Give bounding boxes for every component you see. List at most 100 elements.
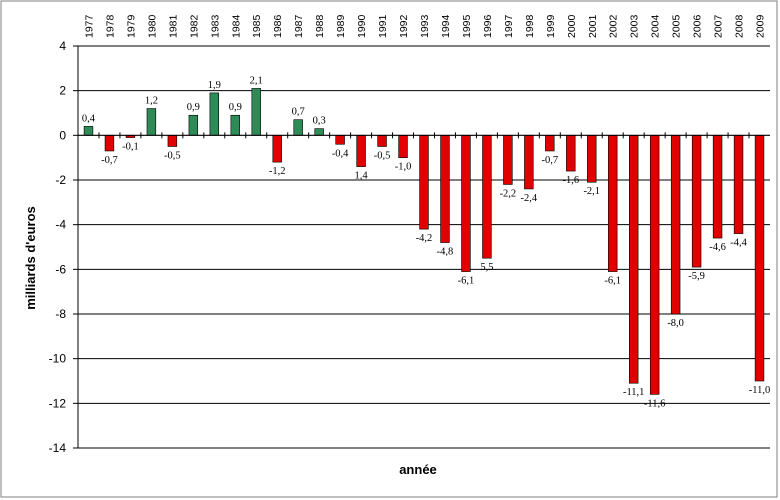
x-tick-label: 2000 — [566, 14, 578, 38]
x-tick-label: 1982 — [188, 14, 200, 38]
x-tick-label: 1992 — [398, 14, 410, 38]
x-tick-label: 2004 — [650, 14, 662, 38]
x-tick-label: 1988 — [314, 14, 326, 38]
bar-1997 — [503, 135, 513, 185]
y-tick-label: -8 — [55, 307, 66, 321]
data-label-2000: -1,6 — [562, 175, 579, 186]
data-label-1997: -2,2 — [500, 188, 517, 199]
bar-1994 — [440, 135, 450, 243]
bar-1982 — [188, 114, 199, 136]
bar-2001 — [587, 135, 597, 183]
x-tick-label: 1979 — [125, 14, 137, 38]
bar-1986 — [272, 135, 282, 163]
x-tick-label: 1990 — [356, 14, 368, 38]
x-tick-label: 1986 — [272, 14, 284, 38]
bar-2003 — [628, 135, 639, 384]
y-tick-label: 2 — [59, 84, 66, 98]
data-label-2003: -11,1 — [623, 387, 644, 398]
data-labels: 0,4 -0,7 -0,1 1,2 -0,5 0,9 1,9 0,9 2,1 -1,2 0,7 0,3… — [82, 75, 770, 409]
bar-1980 — [146, 108, 157, 136]
data-label-1989: -0,4 — [332, 148, 349, 159]
axes: 4 2 0 -2 -4 -6 -8 -10 -12 -14 1977 1978 1979 1980 1981… — [49, 14, 770, 455]
bar-1991 — [377, 135, 387, 147]
bar-1996 — [482, 135, 492, 259]
data-label-1996: 5,5 — [480, 262, 493, 273]
y-tick-label: 0 — [59, 128, 66, 142]
x-tick-label: 1989 — [335, 14, 347, 38]
data-label-2008: -4,4 — [730, 238, 747, 249]
bar-1987 — [293, 119, 303, 136]
bar-2009 — [754, 135, 765, 382]
x-tick-label: 2002 — [608, 14, 620, 38]
data-label-1987: 0,7 — [292, 107, 305, 118]
y-tick-label: 4 — [59, 39, 66, 53]
x-axis-title: année — [399, 462, 437, 477]
x-tick-label: 1984 — [230, 14, 242, 38]
data-label-1981: -0,5 — [164, 151, 181, 162]
data-label-2007: -4,6 — [709, 242, 726, 253]
data-label-1977: 0,4 — [82, 113, 96, 124]
bar-1993 — [419, 135, 429, 230]
data-label-2002: -6,1 — [604, 276, 621, 287]
bar-2007 — [712, 135, 723, 239]
bar-2006 — [691, 135, 702, 268]
data-label-1985: 2,1 — [250, 75, 263, 86]
x-tick-label: 1993 — [419, 14, 431, 38]
x-tick-label: 2009 — [755, 14, 767, 38]
data-label-1995: -6,1 — [458, 276, 475, 287]
bar-1999 — [545, 135, 555, 152]
bar-2000 — [566, 135, 576, 172]
x-tick-label: 2006 — [692, 14, 704, 38]
data-label-2006: -5,9 — [688, 271, 705, 282]
data-label-2001: -2,1 — [583, 186, 600, 197]
y-tick-label: -12 — [49, 396, 67, 410]
x-tick-label: 2001 — [587, 14, 599, 38]
y-tick-label: -2 — [55, 173, 66, 187]
data-label-2009: -11,0 — [749, 385, 770, 396]
data-label-1979: -0,1 — [122, 142, 139, 153]
data-label-1993: -4,2 — [416, 233, 433, 244]
bar-1992 — [398, 135, 408, 158]
y-tick-label: -4 — [55, 218, 66, 232]
bar-1995 — [461, 135, 471, 272]
x-tick-label: 1991 — [377, 14, 389, 38]
y-axis-title: milliards d'euros — [23, 206, 38, 310]
x-tick-label: 1985 — [251, 14, 263, 38]
x-tick-label: 1997 — [503, 14, 515, 38]
x-tick-label: 1978 — [104, 14, 116, 38]
data-label-1982: 0,9 — [187, 102, 200, 113]
bar-1978 — [104, 135, 115, 152]
data-label-1988: 0,3 — [313, 116, 326, 127]
x-tick-label: 1987 — [293, 14, 305, 38]
x-tick-label: 1977 — [83, 14, 95, 38]
gridlines — [78, 45, 770, 449]
y-tick-label: -10 — [49, 352, 67, 366]
data-label-2004: -11,6 — [644, 398, 665, 409]
bar-1989 — [335, 135, 345, 145]
bar-2005 — [670, 135, 681, 315]
data-label-1994: -4,8 — [437, 247, 454, 258]
x-tick-label: 2008 — [734, 14, 746, 38]
data-label-2005: -8,0 — [667, 318, 684, 329]
data-label-1998: -2,4 — [521, 193, 538, 204]
x-tick-label: 1995 — [461, 14, 473, 38]
data-label-1990: 1,4 — [355, 171, 369, 182]
bar-1990 — [356, 135, 366, 167]
x-tick-label: 1983 — [209, 14, 221, 38]
data-label-1986: -1,2 — [269, 166, 286, 177]
data-label-1999: -0,7 — [542, 155, 559, 166]
bar-2002 — [608, 135, 618, 272]
data-label-1992: -1,0 — [395, 162, 412, 173]
data-label-1984: 0,9 — [229, 102, 242, 113]
x-tick-label: 1996 — [482, 14, 494, 38]
y-tick-label: -14 — [49, 441, 67, 455]
bar-2004 — [649, 135, 660, 395]
x-tick-label: 2003 — [629, 14, 641, 38]
bar-1988 — [314, 128, 324, 136]
x-tick-label: 1994 — [440, 14, 452, 38]
bar-1985 — [251, 88, 261, 136]
y-tick-label: -6 — [55, 262, 66, 276]
x-tick-label: 2005 — [671, 14, 683, 38]
